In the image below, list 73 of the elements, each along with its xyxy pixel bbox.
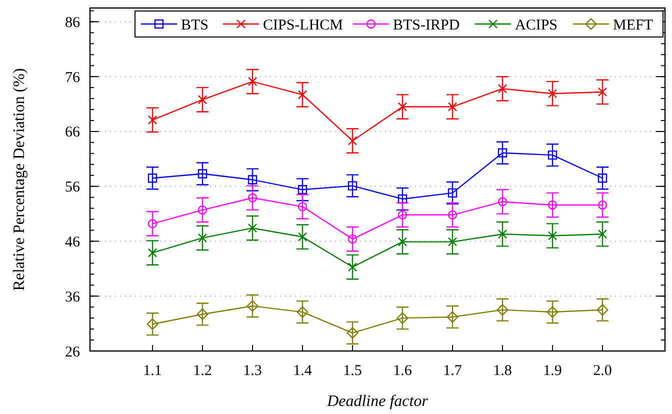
x-tick-label: 1.2 (193, 363, 212, 379)
point (448, 102, 458, 112)
point (398, 210, 408, 220)
point (148, 115, 158, 125)
point (548, 150, 558, 160)
point (596, 304, 608, 316)
x-tick-label: 1.9 (543, 363, 562, 379)
point (348, 234, 358, 244)
point (498, 197, 508, 206)
x-tick-label: 1.6 (393, 363, 412, 379)
point (248, 76, 258, 86)
point (598, 87, 608, 97)
point (598, 200, 608, 210)
y-tick-label: 86 (65, 14, 80, 31)
point (598, 230, 608, 239)
y-tick-label: 26 (65, 344, 80, 360)
point (298, 185, 308, 194)
y-tick-label: 76 (65, 70, 80, 86)
point (248, 175, 258, 184)
point (198, 169, 208, 178)
point (548, 200, 558, 210)
y-tick-label: 46 (65, 234, 80, 250)
point (298, 202, 308, 212)
point (396, 312, 408, 324)
x-tick-label: 1.5 (343, 363, 362, 379)
point (496, 304, 508, 316)
point (546, 306, 558, 318)
point (198, 95, 208, 104)
x-tick-label: 1.8 (493, 363, 512, 379)
point (348, 136, 358, 146)
point (148, 174, 158, 183)
point (298, 232, 308, 242)
legend-label: BTS-IRPD (393, 17, 460, 34)
point (448, 237, 458, 246)
point (498, 84, 508, 94)
x-tick-label: 1.7 (443, 363, 462, 379)
y-tick-label: 36 (65, 289, 80, 306)
point (248, 193, 258, 202)
point (296, 306, 308, 318)
legend-label: CIPS-LHCM (263, 17, 344, 34)
x-tick-label: 1.1 (143, 363, 162, 379)
point (148, 248, 158, 258)
x-axis-title: Deadline factor (326, 393, 429, 410)
point (246, 300, 258, 312)
legend-label: MEFT (613, 17, 654, 34)
point (398, 102, 408, 112)
point (448, 188, 458, 198)
point (346, 327, 358, 339)
point (446, 311, 458, 323)
point (598, 174, 608, 183)
legend-label: BTS (181, 17, 209, 34)
x-tick-label: 1.3 (243, 363, 262, 379)
point (498, 148, 508, 158)
point (548, 231, 558, 240)
point (198, 233, 208, 243)
legend-label: ACIPS (515, 17, 558, 34)
y-tick-label: 66 (65, 124, 80, 141)
point (196, 308, 208, 320)
point (248, 223, 258, 233)
point (398, 237, 408, 246)
point (298, 90, 308, 100)
point (148, 219, 158, 228)
point (448, 210, 458, 220)
point (348, 181, 358, 190)
y-tick-label: 56 (65, 180, 80, 196)
x-tick-label: 1.4 (293, 363, 312, 379)
x-tick-label: 2.0 (593, 363, 612, 379)
y-axis-title: Relative Percentage Deviation (%) (11, 68, 28, 291)
point (198, 205, 208, 215)
point (348, 262, 358, 272)
point (548, 89, 558, 98)
point (498, 230, 508, 239)
point (146, 318, 158, 330)
